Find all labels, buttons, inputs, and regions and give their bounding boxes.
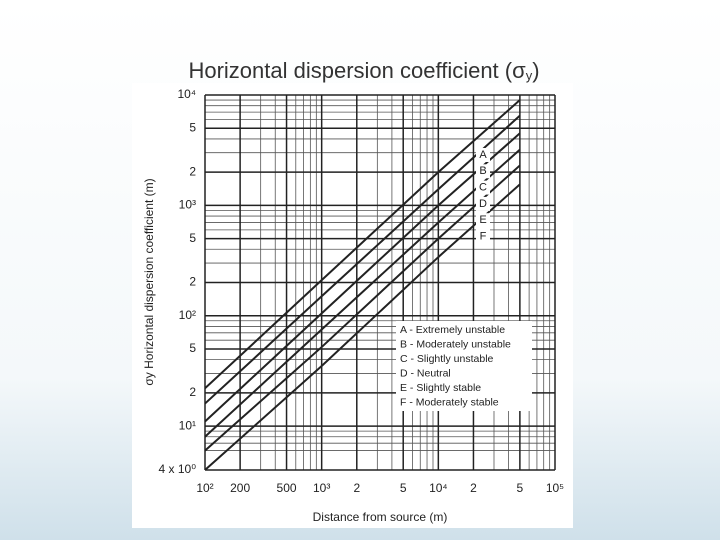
legend-entry: A - Extremely unstable bbox=[400, 324, 505, 336]
x-tick-label: 2 bbox=[353, 481, 360, 495]
title-sub: y bbox=[526, 68, 533, 83]
x-tick-label: 10² bbox=[196, 481, 213, 495]
x-tick-label: 10⁵ bbox=[546, 481, 564, 495]
letter-bg bbox=[476, 164, 490, 179]
x-axis-title: Distance from source (m) bbox=[313, 510, 448, 524]
x-tick-label: 5 bbox=[400, 481, 407, 495]
y-tick-label: 2 bbox=[189, 385, 196, 399]
x-tick-label: 5 bbox=[517, 481, 524, 495]
series-letter: F bbox=[480, 230, 487, 242]
y-tick-label: 10² bbox=[179, 308, 196, 322]
labels: 10² 200 500 10³ 2 5 10⁴ 2 5 10⁵ 4 x 10⁰ 10¹ 2 5 10² 2 5 1… bbox=[159, 87, 565, 495]
title-main: Horizontal dispersion coefficient (σ bbox=[188, 58, 526, 83]
x-tick-label: 10³ bbox=[313, 481, 330, 495]
series-letter: A bbox=[479, 149, 487, 161]
series-letter: C bbox=[479, 182, 487, 194]
letter-bg bbox=[476, 180, 490, 195]
y-tick-label: 10⁴ bbox=[177, 87, 196, 101]
y-axis-title: σy Horizontal dispersion coefficient (m) bbox=[142, 178, 156, 385]
slide-title: Horizontal dispersion coefficient (σy) bbox=[188, 58, 539, 84]
y-tick-label: 10¹ bbox=[179, 418, 196, 432]
x-tick-label: 2 bbox=[470, 481, 477, 495]
chart-panel bbox=[132, 83, 573, 528]
letter-bg bbox=[476, 148, 490, 162]
x-tick-label: 200 bbox=[230, 481, 250, 495]
x-tick-label: 500 bbox=[277, 481, 297, 495]
y-tick-label: 4 x 10⁰ bbox=[159, 462, 197, 476]
title-end: ) bbox=[532, 58, 539, 83]
legend-entry: E - Slightly stable bbox=[400, 382, 481, 394]
series-letter: B bbox=[479, 165, 486, 177]
legend-entry: F - Moderately stable bbox=[400, 396, 499, 408]
x-tick-label: 10⁴ bbox=[429, 481, 448, 495]
series-letter: D bbox=[479, 198, 487, 210]
letter-bg bbox=[476, 196, 490, 211]
y-tick-label: 10³ bbox=[179, 198, 196, 212]
y-tick-label: 2 bbox=[189, 164, 196, 178]
legend-entry: B - Moderately unstable bbox=[400, 338, 511, 350]
y-tick-label: 5 bbox=[189, 231, 196, 245]
legend-box bbox=[396, 321, 532, 411]
legend-entry: D - Neutral bbox=[400, 367, 451, 379]
letter-bg bbox=[476, 213, 490, 228]
series-line bbox=[205, 99, 521, 390]
series-letter: E bbox=[479, 214, 486, 226]
legend-entry: C - Slightly unstable bbox=[400, 353, 494, 365]
y-tick-label: 5 bbox=[189, 120, 196, 134]
y-tick-label: 5 bbox=[189, 341, 196, 355]
letter-bg bbox=[476, 229, 490, 244]
y-tick-label: 2 bbox=[189, 275, 196, 289]
